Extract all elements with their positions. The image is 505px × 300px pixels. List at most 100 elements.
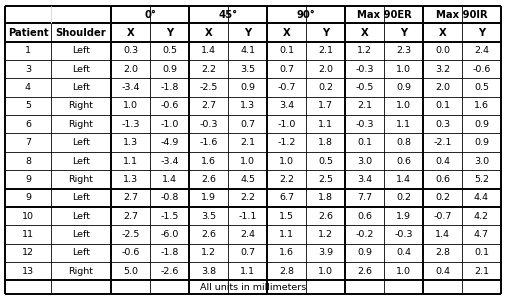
Text: 0.1: 0.1 xyxy=(473,248,488,257)
Text: 2.2: 2.2 xyxy=(278,175,293,184)
Text: 0.9: 0.9 xyxy=(473,138,488,147)
Text: 7.7: 7.7 xyxy=(357,193,371,202)
Text: Right: Right xyxy=(68,267,93,276)
Text: -2.5: -2.5 xyxy=(121,230,139,239)
Text: Left: Left xyxy=(72,83,90,92)
Text: -1.0: -1.0 xyxy=(277,120,295,129)
Text: 2.0: 2.0 xyxy=(434,83,449,92)
Text: 12: 12 xyxy=(22,248,34,257)
Text: 2.0: 2.0 xyxy=(317,65,332,74)
Text: -0.3: -0.3 xyxy=(393,230,412,239)
Text: 3.5: 3.5 xyxy=(200,212,216,220)
Text: 3.0: 3.0 xyxy=(356,157,371,166)
Text: 1.3: 1.3 xyxy=(123,138,138,147)
Text: 6: 6 xyxy=(25,120,31,129)
Text: 5: 5 xyxy=(25,101,31,110)
Text: 11: 11 xyxy=(22,230,34,239)
Text: 3.0: 3.0 xyxy=(473,157,488,166)
Text: 1.3: 1.3 xyxy=(123,175,138,184)
Text: -4.9: -4.9 xyxy=(160,138,178,147)
Text: -3.4: -3.4 xyxy=(160,157,178,166)
Text: -1.1: -1.1 xyxy=(238,212,256,220)
Text: -0.5: -0.5 xyxy=(355,83,373,92)
Text: Right: Right xyxy=(68,175,93,184)
Text: 3.4: 3.4 xyxy=(356,175,371,184)
Text: -0.8: -0.8 xyxy=(160,193,178,202)
Text: -0.3: -0.3 xyxy=(355,65,373,74)
Text: 13: 13 xyxy=(22,267,34,276)
Text: -6.0: -6.0 xyxy=(160,230,178,239)
Text: -0.6: -0.6 xyxy=(121,248,139,257)
Text: 3: 3 xyxy=(25,65,31,74)
Text: 45°: 45° xyxy=(218,10,237,20)
Text: 1.6: 1.6 xyxy=(473,101,488,110)
Text: 4.7: 4.7 xyxy=(473,230,488,239)
Text: 2.1: 2.1 xyxy=(317,46,332,56)
Text: 5.2: 5.2 xyxy=(473,175,488,184)
Text: 1.7: 1.7 xyxy=(317,101,332,110)
Text: 2.4: 2.4 xyxy=(473,46,488,56)
Text: 2.8: 2.8 xyxy=(434,248,449,257)
Text: Left: Left xyxy=(72,248,90,257)
Text: 1.0: 1.0 xyxy=(239,157,255,166)
Text: 0.9: 0.9 xyxy=(473,120,488,129)
Text: 1.2: 1.2 xyxy=(317,230,332,239)
Text: 1.3: 1.3 xyxy=(239,101,255,110)
Text: 3.4: 3.4 xyxy=(278,101,293,110)
Text: 1.0: 1.0 xyxy=(123,101,138,110)
Text: 1.4: 1.4 xyxy=(434,230,449,239)
Text: 4.4: 4.4 xyxy=(473,193,488,202)
Text: 0.1: 0.1 xyxy=(278,46,293,56)
Text: 0.6: 0.6 xyxy=(395,157,410,166)
Text: -1.8: -1.8 xyxy=(160,83,178,92)
Text: 0.3: 0.3 xyxy=(123,46,138,56)
Text: Left: Left xyxy=(72,193,90,202)
Text: 1.0: 1.0 xyxy=(278,157,293,166)
Text: -1.2: -1.2 xyxy=(277,138,295,147)
Text: 3.9: 3.9 xyxy=(317,248,332,257)
Text: 0.4: 0.4 xyxy=(434,267,449,276)
Text: 1.0: 1.0 xyxy=(317,267,332,276)
Text: -2.5: -2.5 xyxy=(199,83,217,92)
Text: 4.1: 4.1 xyxy=(239,46,255,56)
Text: 1.9: 1.9 xyxy=(200,193,216,202)
Text: 10: 10 xyxy=(22,212,34,220)
Text: 0.9: 0.9 xyxy=(162,65,177,74)
Text: 2.7: 2.7 xyxy=(123,212,138,220)
Text: -1.8: -1.8 xyxy=(160,248,178,257)
Text: 1.2: 1.2 xyxy=(200,248,216,257)
Text: 2.7: 2.7 xyxy=(200,101,216,110)
Text: -0.6: -0.6 xyxy=(160,101,178,110)
Text: 0.9: 0.9 xyxy=(239,83,255,92)
Text: 0°: 0° xyxy=(144,10,156,20)
Text: 1.6: 1.6 xyxy=(278,248,293,257)
Text: 0.2: 0.2 xyxy=(434,193,449,202)
Text: Y: Y xyxy=(243,28,250,38)
Text: X: X xyxy=(205,28,212,38)
Text: 0.5: 0.5 xyxy=(473,83,488,92)
Text: 0.5: 0.5 xyxy=(317,157,332,166)
Text: -0.7: -0.7 xyxy=(277,83,295,92)
Text: 9: 9 xyxy=(25,175,31,184)
Text: 1.8: 1.8 xyxy=(317,193,332,202)
Text: 0.7: 0.7 xyxy=(278,65,293,74)
Text: 1.8: 1.8 xyxy=(317,138,332,147)
Text: 9: 9 xyxy=(25,193,31,202)
Text: 1.1: 1.1 xyxy=(239,267,255,276)
Text: 0.1: 0.1 xyxy=(357,138,371,147)
Text: 0.5: 0.5 xyxy=(162,46,177,56)
Text: Max 90ER: Max 90ER xyxy=(356,10,411,20)
Text: 0.1: 0.1 xyxy=(434,101,449,110)
Text: 2.6: 2.6 xyxy=(200,175,216,184)
Text: -0.3: -0.3 xyxy=(199,120,217,129)
Text: 3.8: 3.8 xyxy=(200,267,216,276)
Text: -1.3: -1.3 xyxy=(121,120,139,129)
Text: 2.6: 2.6 xyxy=(317,212,332,220)
Text: 1.1: 1.1 xyxy=(395,120,410,129)
Text: X: X xyxy=(360,28,368,38)
Text: -0.2: -0.2 xyxy=(355,230,373,239)
Text: 1: 1 xyxy=(25,46,31,56)
Text: -1.6: -1.6 xyxy=(199,138,217,147)
Text: Left: Left xyxy=(72,138,90,147)
Text: 0.9: 0.9 xyxy=(357,248,371,257)
